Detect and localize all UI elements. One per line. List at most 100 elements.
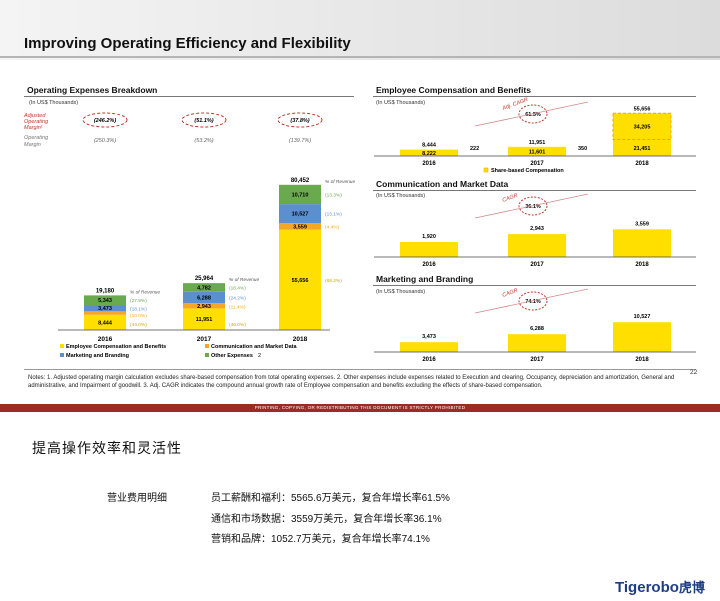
mkt-x-tick: 2016 [422, 357, 436, 363]
header-band [0, 0, 720, 60]
operating-margin-value: (250.3%) [94, 138, 116, 144]
comm-value-label: 2,943 [530, 226, 544, 232]
slide: Improving Operating Efficiency and Flexi… [0, 0, 720, 412]
comm-cagr-value: 36.1% [525, 204, 541, 210]
emp-x-tick: 2016 [422, 161, 436, 167]
opex-legend-label: Employee Compensation and Benefits [66, 344, 166, 350]
emp-legend-label: Share-based Compensation [491, 168, 564, 174]
adjusted-margin-label: Adjusted [23, 113, 46, 119]
cn-line-marketing: 营销和品牌：1052.7万美元，复合年增长率74.1% [211, 534, 430, 545]
emp-chart: 8,222 222 8,444 2016 11,601 350 11,951 2017 21,4… [374, 97, 696, 174]
opex-pct-label: (18.1%) [130, 307, 147, 313]
cn-line-employee: 员工薪酬和福利：5565.6万美元，复合年增长率61.5% [211, 493, 450, 504]
footnotes: Notes: 1. Adjusted operating margin calc… [28, 375, 675, 389]
emp-sbc-label: 34,205 [634, 124, 651, 130]
comm-units: (In US$ Thousands) [376, 193, 426, 199]
emp-base-label: 11,601 [529, 150, 546, 156]
brand-logo: Tigerobo虎博 [615, 577, 705, 596]
opex-x-tick: 2018 [293, 336, 308, 343]
emp-cagr-arrow [474, 101, 589, 127]
comm-title-rule [373, 190, 696, 191]
header-divider [0, 56, 720, 58]
opex-segment-label: 10,710 [292, 192, 309, 198]
operating-margin-value: (53.2%) [194, 138, 213, 144]
comm-value-label: 3,559 [635, 221, 649, 227]
emp-sbc-label: 222 [470, 146, 479, 152]
opex-bar-segment [279, 223, 321, 230]
comm-chart: 1,920 2016 2,943 2017 3,559 2018 36.1% CAGR [374, 193, 696, 268]
operating-margin-value: (139.7%) [289, 138, 311, 144]
footer-band [0, 404, 720, 412]
opex-bar-segment [84, 295, 126, 306]
opex-title: Operating Expenses Breakdown [27, 85, 158, 95]
emp-cagr-value: 61.5% [525, 112, 541, 118]
cn-section-label: 营业费用明细 [107, 493, 167, 504]
opex-x-tick: 2017 [197, 336, 212, 343]
comm-value-label: 1,920 [422, 234, 436, 240]
mkt-bar [508, 334, 566, 352]
operating-margin-label-2: Margin [24, 142, 41, 148]
emp-bar-base [400, 149, 458, 156]
mkt-bar [400, 342, 458, 352]
opex-pct-label: (4.4%) [325, 225, 340, 231]
adjusted-margin-ellipse [181, 112, 227, 128]
comm-cagr-arrow [474, 193, 589, 219]
adjusted-margin-ellipse [82, 112, 128, 128]
brand-name: Tigerobo [615, 579, 679, 596]
opex-title-rule [24, 96, 354, 97]
emp-bar-base [613, 139, 671, 156]
opex-segment-label: 10,527 [292, 212, 309, 218]
opex-pct-label: (27.9%) [130, 298, 147, 304]
mkt-x-tick: 2017 [530, 357, 544, 363]
comm-bar [508, 234, 566, 257]
opex-pct-label: (18.4%) [229, 285, 246, 291]
page-number: 22 [690, 369, 698, 376]
emp-total-label: 8,444 [422, 143, 437, 149]
opex-pct-label: (10.0%) [130, 313, 147, 319]
opex-pct-label: (13.3%) [325, 192, 342, 198]
mkt-title-rule [373, 285, 696, 286]
mkt-cagr-label: CAGR [502, 288, 519, 299]
opex-bar-segment [279, 184, 321, 205]
mkt-value-label: 6,288 [530, 326, 544, 332]
emp-total-label: 11,951 [529, 140, 546, 146]
mkt-bar [613, 322, 671, 352]
emp-sbc-label: 350 [578, 146, 587, 152]
opex-bar-segment [84, 305, 126, 312]
cn-title: 提高操作效率和灵活性 [32, 440, 182, 456]
mkt-title: Marketing and Branding [376, 274, 474, 284]
mkt-x-tick: 2018 [635, 357, 649, 363]
opex-segment-label: 4,782 [197, 285, 211, 291]
pct-of-revenue-header: % of Revenue [130, 289, 160, 295]
adjusted-margin-label-2: Operating [24, 119, 49, 125]
opex-bar-segment [183, 283, 225, 292]
opex-segment-label: 2,943 [197, 304, 211, 310]
opex-total-label: 19,180 [96, 288, 115, 294]
opex-segment-label: 6,288 [197, 295, 211, 301]
opex-pct-label: (46.0%) [229, 322, 246, 328]
adjusted-margin-value: (37.8%) [290, 118, 309, 124]
mkt-value-label: 10,527 [634, 314, 651, 320]
opex-legend-label: Marketing and Branding [66, 353, 129, 359]
adjusted-margin-ellipse [277, 112, 323, 128]
comm-bar [400, 242, 458, 257]
emp-base-label: 8,222 [422, 151, 436, 157]
adjusted-margin-value: (51.1%) [194, 118, 213, 124]
brand-cn: 虎博 [678, 580, 705, 595]
emp-bar-base [508, 147, 566, 156]
opex-segment-label: 5,343 [98, 298, 112, 304]
emp-total-label: 55,656 [634, 106, 651, 112]
opex-bar-segment [84, 314, 126, 330]
opex-legend-label: Communication and Market Data [211, 344, 298, 350]
slide-title: Improving Operating Efficiency and Flexi… [24, 35, 351, 52]
opex-chart: AdjustedOperatingMargin¹OperatingMargin(… [23, 112, 355, 359]
opex-bar-segment [183, 303, 225, 309]
emp-bar-sbc [612, 112, 672, 141]
opex-segment-label: 3,559 [293, 224, 307, 230]
comm-cagr-label: CAGR [502, 193, 519, 204]
adjusted-margin-label-3: Margin¹ [24, 125, 43, 131]
opex-total-label: 80,452 [291, 178, 310, 184]
opex-legend-swatch [60, 353, 64, 357]
opex-pct-label: (44.0%) [130, 322, 147, 328]
comm-x-tick: 2018 [635, 262, 649, 268]
